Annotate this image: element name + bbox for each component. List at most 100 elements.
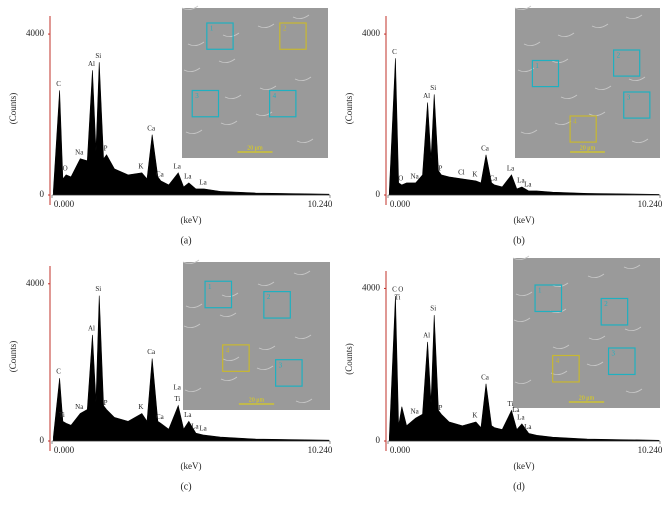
peak-label: K [472,412,477,420]
x-axis-label: (keV) [514,215,535,225]
sem-image [513,258,660,408]
region-box [279,22,307,50]
peak-label: Na [75,403,84,411]
region-label: 4 [273,92,277,100]
texture [514,379,532,384]
texture [551,58,569,63]
texture [294,334,312,339]
texture [220,376,238,381]
texture [591,23,609,28]
region-box [612,49,641,77]
peak-label: Ti [174,395,180,403]
region-box [206,22,234,50]
texture [514,5,532,10]
peak-label: La [199,425,207,433]
peak-label: Ca [481,144,490,152]
region-label: 1 [538,287,542,295]
peak-label: Ca [156,171,165,179]
region-box [534,284,563,313]
x-tick-label: 0.000 [390,199,411,209]
x-tick-label: 0.000 [54,199,75,209]
peak-label: Ca [147,348,156,356]
y-tick-label: 0 [40,189,45,199]
texture [625,388,643,393]
texture [523,41,541,46]
texture [185,303,203,308]
region-box [552,354,580,383]
peak-label: Al [88,324,95,332]
peak-label: Si [95,285,101,293]
peak-label: P [104,144,108,152]
texture [257,23,275,28]
spectrum [389,296,660,442]
peak-label: Si [430,84,436,92]
region-box [191,89,220,118]
texture [183,67,201,72]
peak-label: C [392,48,397,56]
texture [256,365,274,370]
y-axis-label: (Counts) [8,341,18,373]
y-axis-label: (Counts) [8,93,18,125]
peak-label: Ca [156,413,165,421]
region-label: 2 [267,293,271,301]
texture [512,255,530,260]
caption: (d) [513,481,525,492]
region-label: 1 [535,62,539,70]
peak-label: Ti [395,293,401,301]
region-label: 1 [210,25,214,33]
texture [218,58,236,63]
region-box [569,115,597,143]
peak-label: Si [430,305,436,313]
peak-label: La [507,164,515,172]
peak-label: Ti [508,400,514,408]
y-tick-label: 0 [376,435,381,445]
peak-label: O [398,286,403,294]
texture [294,76,312,81]
x-tick-label: 0.000 [54,445,75,455]
x-axis-label: (keV) [181,215,202,225]
texture [219,312,237,317]
texture [586,361,604,366]
peak-label: O [398,175,403,183]
region-box [222,344,250,372]
peak-label: La [184,173,192,181]
texture [220,120,238,125]
x-axis-label: (keV) [514,461,535,471]
texture [257,281,275,286]
peak-label: La [517,413,525,421]
peak-label: Ca [481,373,490,381]
peak-label: Ca [490,175,499,183]
peak-label: La [184,411,192,419]
texture [187,41,205,46]
scale-label: 20 μm [579,395,595,401]
texture [222,32,240,37]
y-tick-label: 0 [376,189,381,199]
region-box [269,89,297,118]
caption: (a) [180,235,191,246]
texture [513,317,531,322]
sem-image [515,8,660,158]
peak-label: Na [411,408,420,416]
texture [224,94,242,99]
y-axis-label: (Counts) [344,93,354,125]
peak-label: La [524,423,532,431]
region-box [623,91,651,119]
peak-label: Na [75,148,84,156]
peak-label: P [104,399,108,407]
region-label: 3 [279,361,283,369]
texture [623,264,641,269]
spectrum [53,62,330,196]
peak-label: La [517,177,525,185]
region-label: 1 [208,283,212,291]
spectrum [53,295,330,442]
texture [588,111,606,116]
x-axis-label: (keV) [181,461,202,471]
region-box [531,59,560,88]
texture [594,85,612,90]
y-tick-label: 4000 [26,28,45,38]
texture [292,14,310,19]
y-tick-label: 4000 [26,278,45,288]
peak-label: Cl [458,169,465,177]
region-label: 3 [627,94,631,102]
